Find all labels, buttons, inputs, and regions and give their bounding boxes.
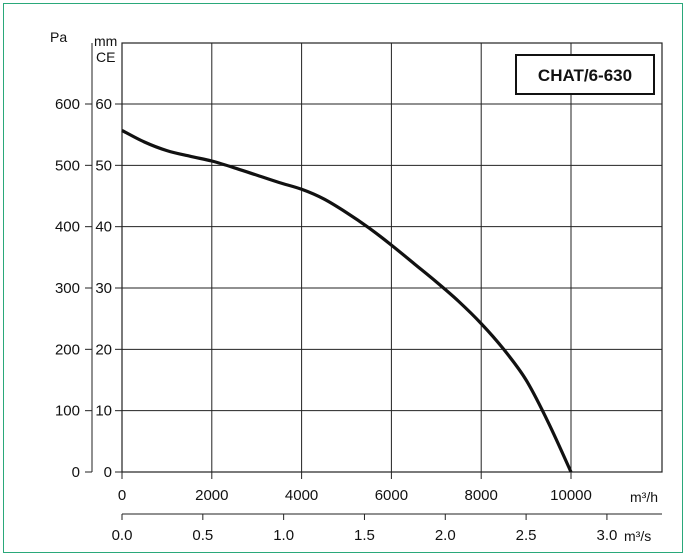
x-tick-label-primary: 6000 xyxy=(375,487,408,504)
x-tick-label-secondary: 2.5 xyxy=(516,527,537,544)
y-tick-label-mmce: 30 xyxy=(95,280,112,297)
x-tick-label-primary: 0 xyxy=(118,487,126,504)
plot-border xyxy=(121,42,663,473)
y-tick-label-pa: 200 xyxy=(55,341,80,358)
y-tick-label-pa: 0 xyxy=(72,464,80,481)
y-tick-label-pa: 600 xyxy=(55,96,80,113)
y-tick-label-pa: 300 xyxy=(55,280,80,297)
x-tick-label-secondary: 3.0 xyxy=(596,527,617,544)
x-tick-label-primary: 10000 xyxy=(550,487,592,504)
y-tick-label-mmce: 50 xyxy=(95,157,112,174)
series-group xyxy=(121,128,573,473)
y-tick-label-mmce: 40 xyxy=(95,219,112,236)
x-tick-label-primary: 4000 xyxy=(285,487,318,504)
x-tick-label-secondary: 0.5 xyxy=(192,527,213,544)
y-tick-label-mmce: 10 xyxy=(95,403,112,420)
performance-curve xyxy=(121,128,573,473)
y-axis-unit-pa: Pa xyxy=(50,29,67,45)
x-tick-label-primary: 2000 xyxy=(195,487,228,504)
y-tick-label-mmce: 20 xyxy=(95,341,112,358)
y-axis-unit-mm: mm xyxy=(94,33,117,49)
x-tick-label-secondary: 0.0 xyxy=(112,527,133,544)
y-tick-label-mmce: 0 xyxy=(104,464,112,481)
x-axis-unit-m3h: m³/h xyxy=(630,489,658,505)
y-tick-label-pa: 500 xyxy=(55,157,80,174)
x-tick-label-primary: 8000 xyxy=(465,487,498,504)
grid-lines xyxy=(121,42,663,473)
title-box xyxy=(515,54,655,95)
y-tick-label-mmce: 60 xyxy=(95,96,112,113)
x-axis-unit-m3s: m³/s xyxy=(624,528,651,544)
y-tick-label-pa: 400 xyxy=(55,219,80,236)
x-tick-label-secondary: 1.0 xyxy=(273,527,294,544)
axes xyxy=(85,43,662,520)
x-tick-label-secondary: 1.5 xyxy=(354,527,375,544)
x-tick-label-secondary: 2.0 xyxy=(435,527,456,544)
y-tick-label-pa: 100 xyxy=(55,403,80,420)
chart-title: CHAT/6-630 xyxy=(538,66,632,85)
y-axis-unit-ce: CE xyxy=(96,49,115,65)
